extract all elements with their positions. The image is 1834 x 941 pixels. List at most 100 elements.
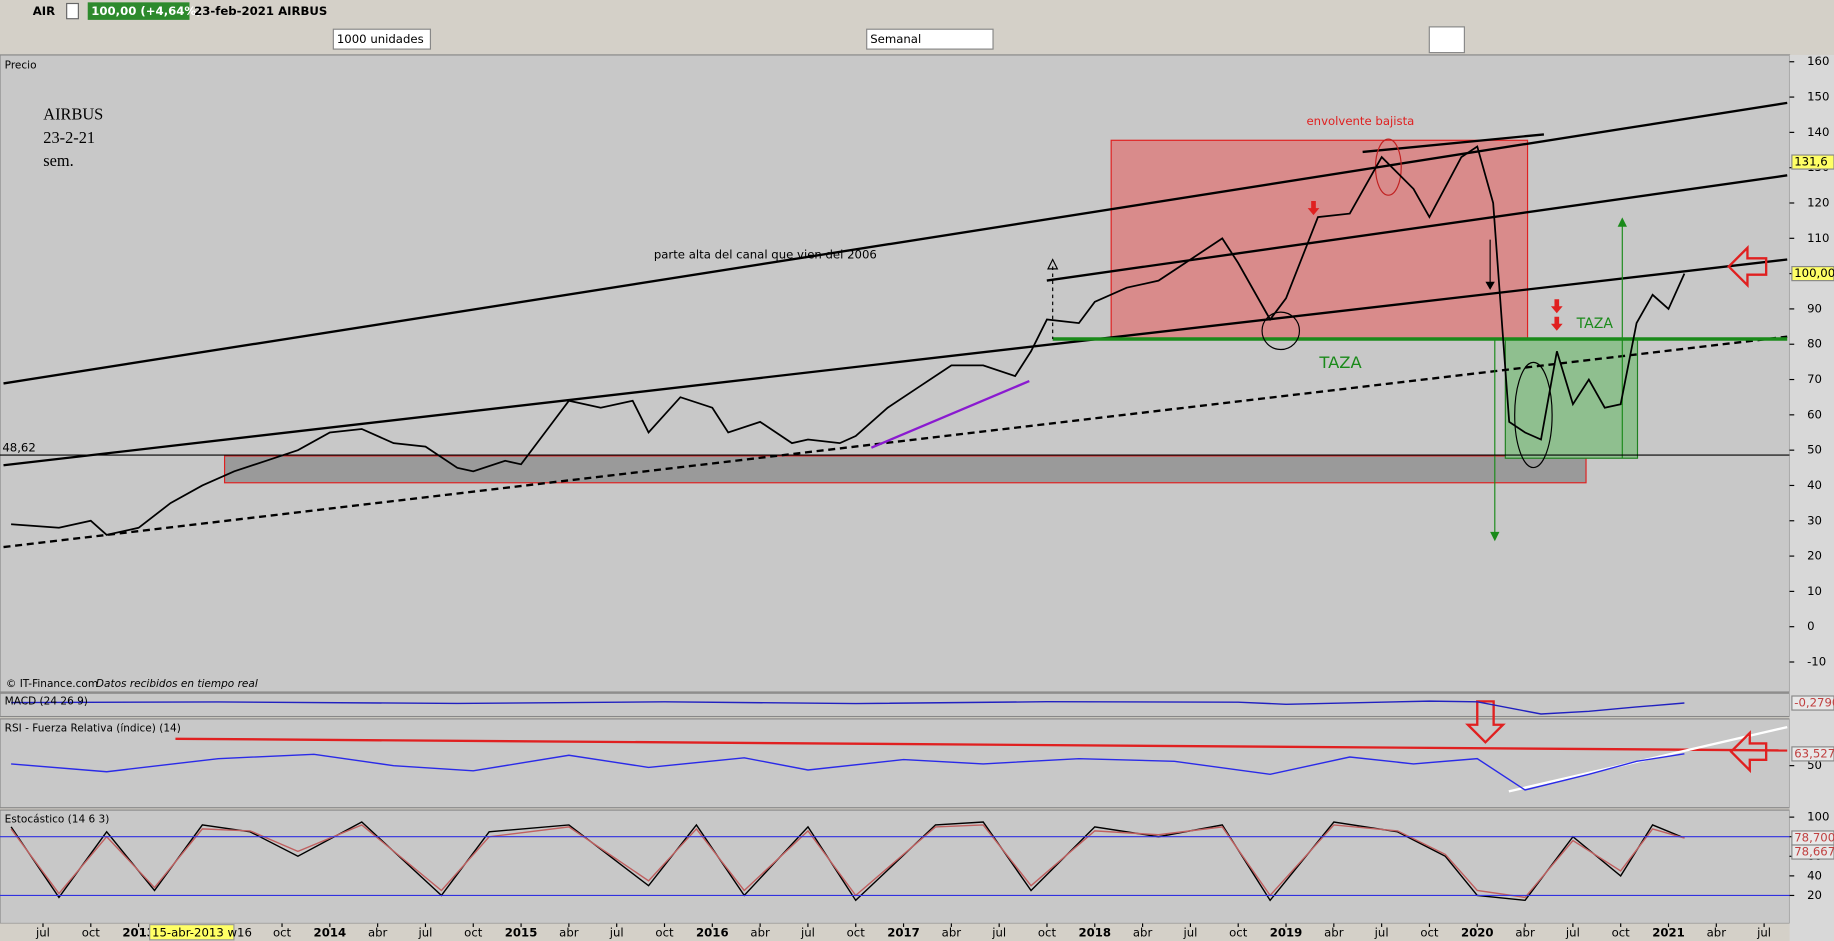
series-line (11, 753, 1685, 791)
y-tick-label: 40 (1807, 478, 1822, 492)
x-tick-label: abr (1133, 925, 1153, 939)
value-marker-label: 63,527 (1794, 746, 1834, 760)
time-axis-area (0, 923, 1790, 941)
rsi-trend (175, 737, 1788, 752)
x-tick-label: 2014 (314, 925, 347, 939)
trend-line (1362, 133, 1545, 154)
y-tick-label: -10 (1807, 655, 1826, 669)
units: 1000 unidades (337, 32, 424, 46)
y-tick-label: 10 (1807, 584, 1822, 598)
title-bar (0, 0, 1834, 24)
info-button[interactable] (66, 2, 79, 20)
value-marker-label: 131,6 (1794, 155, 1827, 169)
big-arrow (1729, 730, 1768, 774)
x-tick-label: 2019 (1270, 925, 1303, 939)
x-tick-label: 2013 (122, 925, 155, 939)
x-tick-label: oct (82, 925, 101, 939)
y-tick-label: 160 (1807, 54, 1829, 68)
value-marker (1791, 695, 1834, 711)
y-tick-label: 140 (1807, 125, 1829, 139)
note: TAZA (1576, 316, 1614, 332)
x-tick-label: 2016 (696, 925, 729, 939)
x-tick-label: 2015 (505, 925, 538, 939)
value-marker (1791, 266, 1834, 282)
x-tick-label: oct (273, 925, 292, 939)
bearish-zone (1110, 139, 1529, 340)
x-tick-label: jul (1756, 925, 1771, 939)
y-tick-label: 110 (1807, 231, 1829, 245)
arrow-head (1485, 281, 1495, 290)
y-tick-label: 70 (1807, 372, 1822, 386)
x-tick-label: abr (1707, 925, 1727, 939)
x-tick-label: jul (35, 925, 50, 939)
arrow-head (1617, 217, 1627, 227)
red-arrow (1307, 201, 1320, 216)
panel-title: RSI - Fuerza Relativa (índice) (14) (5, 722, 181, 734)
note: envolvente bajista (1306, 114, 1414, 128)
y-tick-label: 60 (1807, 407, 1822, 421)
symbol: AIR (33, 4, 55, 18)
x-tick-label: abr (1324, 925, 1344, 939)
x-tick-label: jul (991, 925, 1006, 939)
description: 23-feb-2021 AIRBUS (194, 4, 327, 18)
x-tick-label: abr (559, 925, 579, 939)
big-arrow (1727, 244, 1768, 289)
y-tick-label: 0 (1807, 619, 1814, 633)
y-tick-label: 80 (1807, 337, 1822, 351)
y-tick-label: 30 (1807, 513, 1822, 527)
value-marker (1791, 746, 1834, 762)
x-tick-label: jul (1182, 925, 1197, 939)
series-line (11, 145, 1686, 536)
macd-panel (0, 692, 1791, 718)
arrow-head (1047, 258, 1059, 270)
indicator-button[interactable] (1428, 26, 1465, 54)
support-zone (223, 455, 1587, 484)
cursor-box (149, 924, 235, 941)
note: 23-2-21 (43, 128, 95, 147)
realtime: Datos recibidos en tiempo real (96, 678, 258, 690)
value-marker-label: -0,2790 (1794, 696, 1834, 710)
value-marker (1791, 154, 1834, 170)
purple-line (870, 379, 1030, 449)
y-tick-label: 150 (1807, 90, 1829, 104)
x-tick-label: jul (418, 925, 433, 939)
plots (10, 145, 1686, 902)
circle (1261, 311, 1301, 351)
x-tick-label: 2020 (1461, 925, 1494, 939)
x-tick-label: abr (750, 925, 770, 939)
y-tick-label: 20 (1807, 549, 1822, 563)
stoch-panel (0, 809, 1791, 925)
panel-title: Estocástico (14 6 3) (5, 813, 110, 825)
x-tick-label: oct (464, 925, 483, 939)
panel-title: Precio (5, 59, 37, 71)
panel-title: MACD (24 26 9) (5, 695, 88, 707)
x-tick-label: oct (1038, 925, 1057, 939)
y-tick-label: 40 (1807, 868, 1822, 882)
note: parte alta del canal que vien del 2006 (654, 247, 877, 261)
quote-box (87, 2, 190, 20)
y-tick-label: 90 (1807, 301, 1822, 315)
note: sem. (43, 151, 73, 170)
trend-line (1046, 174, 1788, 282)
y-tick-label: 50 (1807, 758, 1822, 772)
note: TAZA (1318, 353, 1362, 372)
x-tick-label: 2018 (1079, 925, 1112, 939)
y-tick-label: 50 (1807, 443, 1822, 457)
units-select[interactable] (332, 28, 432, 50)
x-tick-label: oct (655, 925, 674, 939)
x-tick-label: abr (368, 925, 388, 939)
dashed-line (3, 335, 1788, 549)
x-tick-label: oct (1612, 925, 1631, 939)
cursor-label: 15-abr-2013 w16 (152, 925, 252, 939)
x-tick-label: abr (942, 925, 962, 939)
value-axis-area (1789, 54, 1834, 941)
period-select[interactable] (866, 28, 994, 50)
red-arrow (1550, 316, 1563, 331)
period: Semanal (870, 32, 921, 46)
drawings (3, 101, 1788, 793)
value-marker-label: 78,667 (1794, 845, 1834, 859)
x-tick-label: jul (1374, 925, 1389, 939)
series-line (11, 700, 1685, 715)
